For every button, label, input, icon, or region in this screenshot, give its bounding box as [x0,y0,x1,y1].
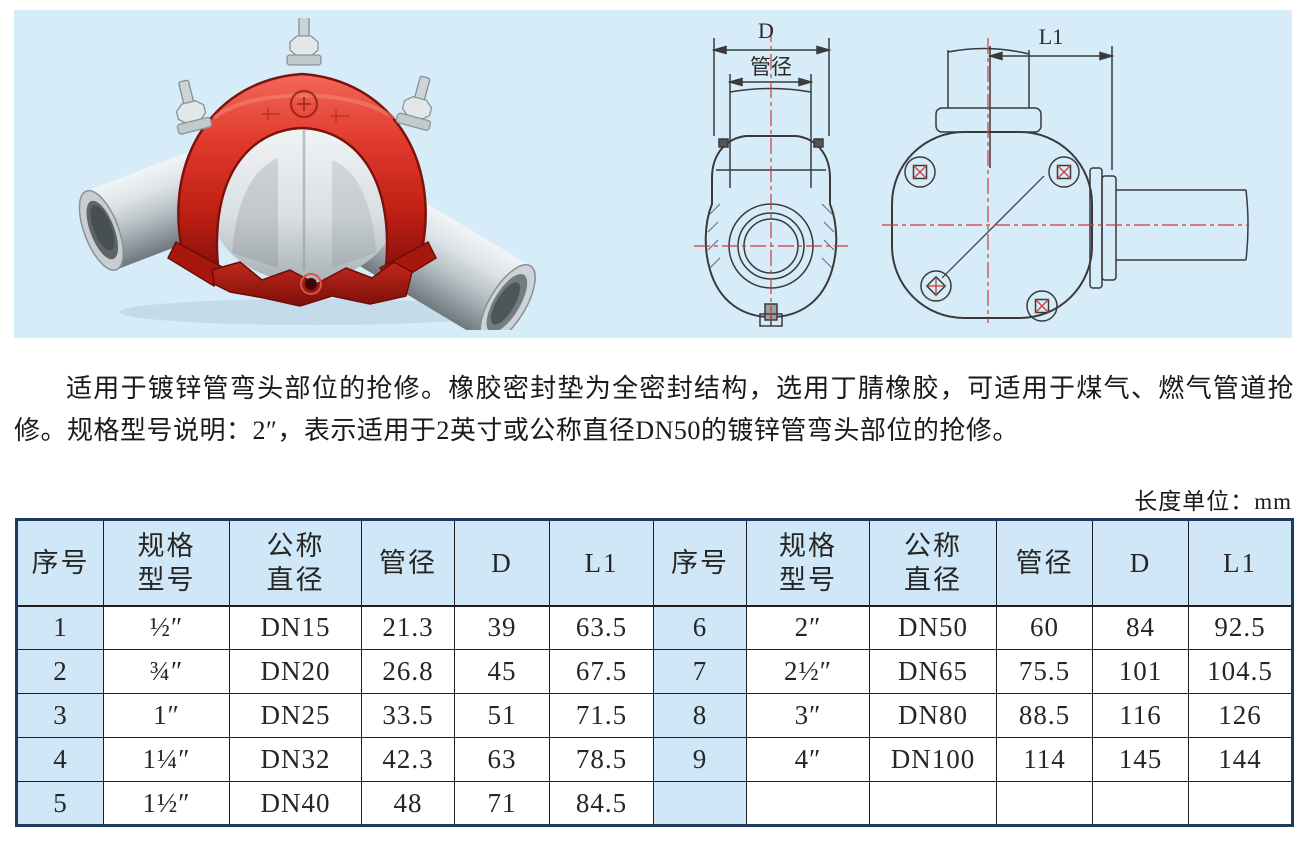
header-l1: L1 [549,519,654,607]
table-row: 3 1″ DN25 33.5 51 71.5 8 3″ DN80 88.5 11… [16,693,1293,738]
table-row: 4 1¼″ DN32 42.3 63 78.5 9 4″ DN100 114 1… [16,737,1293,782]
spec-cell: 2″ [746,605,870,650]
centerlines [882,38,1248,323]
d-cell: 71 [454,781,550,826]
dn-cell: DN25 [229,693,362,738]
d-cell: 84 [1092,605,1189,650]
embossed-logo [262,89,350,122]
header-nominal-dia: 公称 直径 [869,519,997,607]
row-index-cell [653,781,747,826]
spec-cell: ½″ [103,605,230,650]
header-spec: 规格 型号 [746,519,870,607]
spec-cell: 1½″ [103,781,230,826]
drawing-side-view: L1 [882,24,1249,323]
dn-cell: DN15 [229,605,362,650]
header-pipe-dia: 管径 [361,519,455,607]
row-index-cell: 9 [653,737,747,782]
d-cell: 116 [1092,693,1189,738]
l1-cell: 104.5 [1188,649,1293,694]
centerlines [694,26,848,326]
bolt-right [395,75,433,131]
spec-cell: 1¼″ [103,737,230,782]
pipe-dia-cell: 42.3 [361,737,455,782]
dn-cell: DN100 [869,737,997,782]
row-index-cell: 6 [653,605,747,650]
dimension-label-d: D [758,18,774,43]
d-cell: 145 [1092,737,1189,782]
pipe-dia-cell [996,781,1093,826]
length-unit-note: 长度单位：mm [1134,489,1292,514]
pipe-dia-cell: 26.8 [361,649,455,694]
l1-cell: 126 [1188,693,1293,738]
l1-cell: 92.5 [1188,605,1293,650]
product-description: 适用于镀锌管弯头部位的抢修。橡胶密封垫为全密封结构，选用丁腈橡胶，可适用于煤气、… [14,374,1294,445]
d-cell: 45 [454,649,550,694]
header-row: 序号 规格 型号 公称 直径 管径 D L1 序号 规格 型号 公称 直径 管径… [16,519,1293,607]
row-index-cell: 5 [16,781,104,826]
l1-cell: 71.5 [549,693,654,738]
pipe-dia-cell: 60 [996,605,1093,650]
dn-cell: DN80 [869,693,997,738]
pipe-dia-cell: 88.5 [996,693,1093,738]
row-index-cell: 2 [16,649,104,694]
product-photo-3d [78,18,536,330]
dimension-label-pipe-dia: 管径 [750,55,792,79]
row-index-cell: 4 [16,737,104,782]
l1-cell: 84.5 [549,781,654,826]
spec-cell: 2½″ [746,649,870,694]
l1-cell: 78.5 [549,737,654,782]
dn-cell [869,781,997,826]
pipe-dia-cell: 75.5 [996,649,1093,694]
table-row: 5 1½″ DN40 48 71 84.5 [16,781,1293,826]
product-banner: D 管径 [14,10,1292,338]
d-cell: 63 [454,737,550,782]
d-cell: 39 [454,605,550,650]
row-index-cell: 8 [653,693,747,738]
spec-cell: 3″ [746,693,870,738]
drawing-front-view: D 管径 [694,18,848,327]
table-row: 2 ¾″ DN20 26.8 45 67.5 7 2½″ DN65 75.5 1… [16,649,1293,694]
spec-table: 序号 规格 型号 公称 直径 管径 D L1 序号 规格 型号 公称 直径 管径… [15,518,1294,827]
dimension-label-l1: L1 [1039,24,1063,49]
row-index-cell: 7 [653,649,747,694]
product-shadow [119,299,509,325]
pipe-dia-cell: 21.3 [361,605,455,650]
spec-cell [746,781,870,826]
clamp-body [167,72,437,307]
pipe-dia-cell: 114 [996,737,1093,782]
dn-cell: DN50 [869,605,997,650]
pipe-dia-cell: 48 [361,781,455,826]
l1-cell: 144 [1188,737,1293,782]
header-d: D [1092,519,1189,607]
pipe-dia-cell: 33.5 [361,693,455,738]
row-index-cell: 3 [16,693,104,738]
row-index-cell: 1 [16,605,104,650]
l1-cell: 63.5 [549,605,654,650]
dn-cell: DN65 [869,649,997,694]
spec-cell: ¾″ [103,649,230,694]
l1-cell [1188,781,1293,826]
table-row: 1 ½″ DN15 21.3 39 63.5 6 2″ DN50 60 84 9… [16,605,1293,650]
d-cell: 51 [454,693,550,738]
header-pipe-dia: 管径 [996,519,1093,607]
dn-cell: DN32 [229,737,362,782]
d-cell [1092,781,1189,826]
header-spec: 规格 型号 [103,519,230,607]
d-cell: 101 [1092,649,1189,694]
bolt-top [286,18,322,66]
l1-cell: 67.5 [549,649,654,694]
bolt-left [175,79,213,135]
spec-cell: 1″ [103,693,230,738]
dn-cell: DN20 [229,649,362,694]
spec-cell: 4″ [746,737,870,782]
header-d: D [454,519,550,607]
header-nominal-dia: 公称 直径 [229,519,362,607]
header-seq: 序号 [16,519,104,607]
header-l1: L1 [1188,519,1293,607]
dn-cell: DN40 [229,781,362,826]
header-seq: 序号 [653,519,747,607]
elbow-insert [208,118,400,282]
